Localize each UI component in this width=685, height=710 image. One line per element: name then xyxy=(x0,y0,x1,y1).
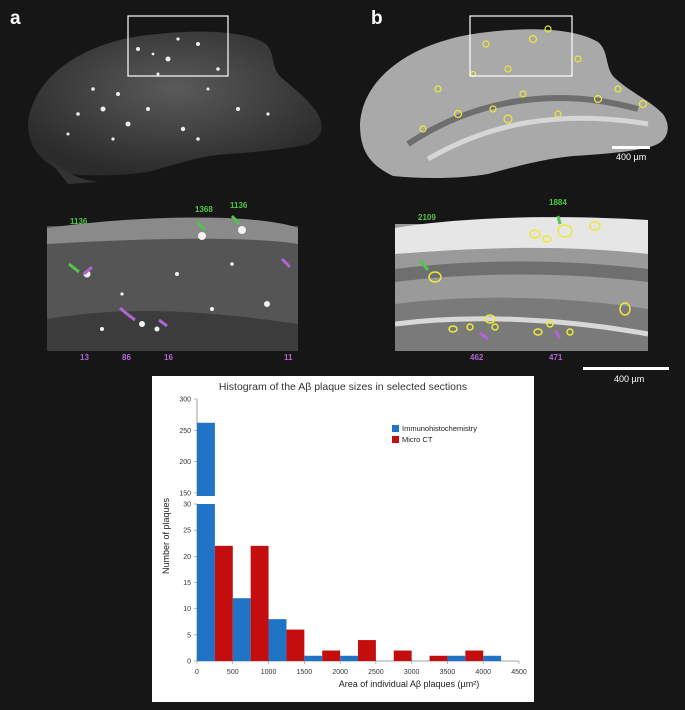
purple-label: 11 xyxy=(284,353,293,362)
bar xyxy=(250,545,269,661)
bar xyxy=(304,655,323,661)
bar xyxy=(286,629,305,661)
legend-swatch xyxy=(392,436,399,443)
y-tick-label: 25 xyxy=(183,528,191,535)
histogram-svg: Histogram of the Aβ plaque sizes in sele… xyxy=(161,381,527,689)
purple-label: 16 xyxy=(164,353,173,362)
x-axis-label: Area of individual Aβ plaques (µm²) xyxy=(339,679,479,689)
scale-bar-label: 400 µm xyxy=(616,152,647,162)
brain-section-microct-image xyxy=(360,15,668,179)
scale-bar-label: 400 µm xyxy=(614,374,645,384)
zoom-microct-image xyxy=(395,215,648,351)
purple-label: 471 xyxy=(549,353,563,362)
panel-letter-a: a xyxy=(10,8,21,29)
bar xyxy=(322,650,341,661)
chart-title: Histogram of the Aβ plaque sizes in sele… xyxy=(219,381,467,393)
brain-section-fluorescence-image xyxy=(28,15,322,184)
x-tick-label: 3500 xyxy=(440,669,456,676)
green-label: 2109 xyxy=(418,213,436,222)
green-label: 1368 xyxy=(195,205,213,214)
scale-bar xyxy=(612,146,650,149)
x-tick-label: 4000 xyxy=(475,669,491,676)
green-label: 1884 xyxy=(549,198,567,207)
bar xyxy=(197,504,215,661)
zoom-fluorescence-image xyxy=(47,215,298,351)
bar xyxy=(340,655,358,661)
histogram-chart: Histogram of the Aβ plaque sizes in sele… xyxy=(152,376,534,702)
zoom-region-box xyxy=(127,15,229,77)
green-label: 1136 xyxy=(230,201,248,210)
legend-label: Immunohistochemistry xyxy=(402,424,477,433)
purple-label: 462 xyxy=(470,353,484,362)
x-tick-label: 500 xyxy=(227,669,239,676)
bar-upper-segment xyxy=(197,422,215,496)
x-tick-label: 3000 xyxy=(404,669,420,676)
purple-label: 13 xyxy=(80,353,89,362)
bar xyxy=(447,655,466,661)
bar xyxy=(268,619,287,661)
y-tick-label: 300 xyxy=(179,397,191,404)
y-axis-label: Number of plaques xyxy=(161,497,171,574)
bar xyxy=(483,655,502,661)
y-tick-label: 0 xyxy=(187,659,191,666)
x-tick-label: 2000 xyxy=(332,669,348,676)
bar xyxy=(232,598,251,661)
panel-letter-b: b xyxy=(371,8,383,29)
x-tick-label: 0 xyxy=(195,669,199,676)
y-tick-label: 250 xyxy=(179,428,191,435)
purple-label: 86 xyxy=(122,353,131,362)
bar xyxy=(429,655,448,661)
y-tick-label: 10 xyxy=(183,606,191,613)
y-tick-label: 30 xyxy=(183,502,191,509)
bar xyxy=(358,640,376,661)
x-tick-label: 1000 xyxy=(261,669,277,676)
x-tick-label: 1500 xyxy=(297,669,313,676)
green-label: 1136 xyxy=(70,217,88,226)
bar xyxy=(465,650,484,661)
zoom-region-box xyxy=(469,15,573,77)
legend-swatch xyxy=(392,425,399,432)
y-tick-label: 15 xyxy=(183,580,191,587)
bar xyxy=(393,650,412,661)
y-tick-label: 150 xyxy=(179,490,191,497)
y-tick-label: 200 xyxy=(179,459,191,466)
legend-label: Micro CT xyxy=(402,435,433,444)
scale-bar xyxy=(583,367,669,370)
x-tick-label: 4500 xyxy=(511,669,527,676)
y-tick-label: 20 xyxy=(183,554,191,561)
x-tick-label: 2500 xyxy=(368,669,384,676)
y-tick-label: 5 xyxy=(187,632,191,639)
bar xyxy=(214,545,233,661)
